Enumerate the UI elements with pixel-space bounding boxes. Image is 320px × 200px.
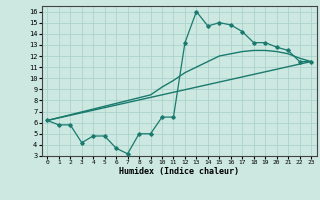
X-axis label: Humidex (Indice chaleur): Humidex (Indice chaleur) [119, 167, 239, 176]
